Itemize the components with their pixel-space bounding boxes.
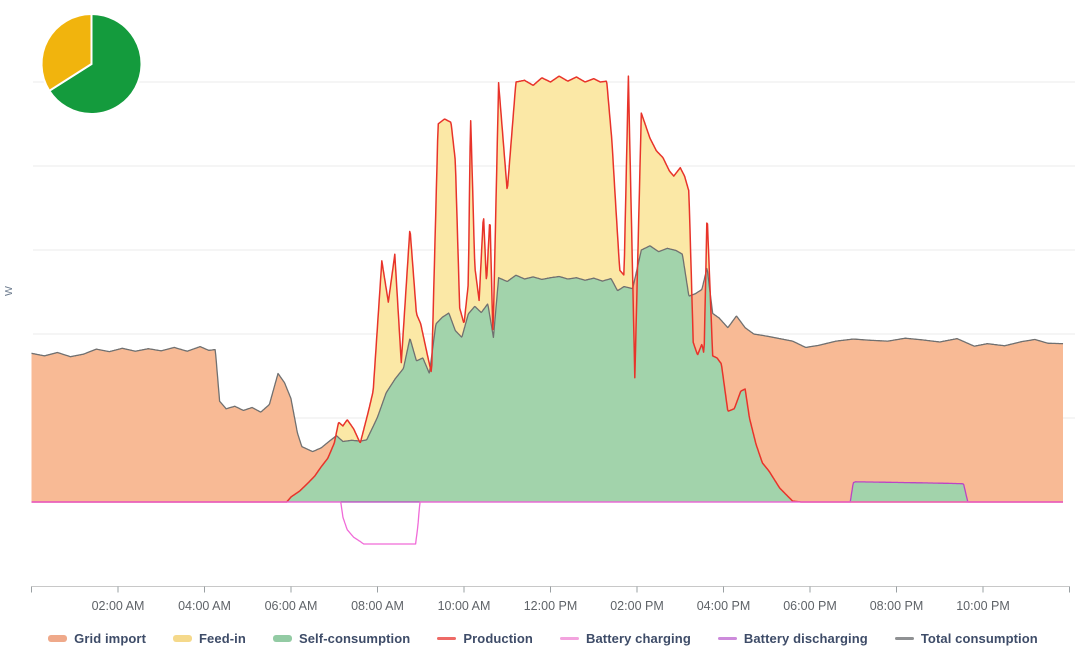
x-tick-label: 12:00 PM: [524, 599, 578, 613]
legend-swatch-area: [272, 635, 292, 642]
battery-charging-line: [31, 501, 1064, 545]
x-tick-label: 08:00 AM: [351, 599, 404, 613]
legend-label: Total consumption: [920, 631, 1038, 646]
legend-item-battery-charging[interactable]: Battery charging: [559, 631, 691, 646]
legend-label: Grid import: [74, 631, 147, 646]
total-consumption-line: [31, 245, 1064, 453]
x-tick-label: 06:00 PM: [783, 599, 837, 613]
legend-swatch-line: [559, 637, 579, 640]
legend-item-feed-in[interactable]: Feed-in: [173, 631, 246, 646]
x-tick-label: 08:00 PM: [870, 599, 924, 613]
x-tick-label: 06:00 AM: [265, 599, 318, 613]
pie-slice-yellow[interactable]: [40, 12, 93, 93]
x-tick-label: 10:00 PM: [956, 599, 1010, 613]
legend-item-production[interactable]: Production: [437, 631, 533, 646]
x-tick-label: 04:00 AM: [178, 599, 231, 613]
self-consumption-area: [31, 245, 1063, 502]
legend-label: Battery charging: [585, 631, 691, 646]
x-tick-label: 02:00 AM: [92, 599, 145, 613]
x-tick-label: 04:00 PM: [697, 599, 751, 613]
y-axis-label: W: [3, 286, 15, 296]
x-tick-label: 02:00 PM: [610, 599, 664, 613]
legend-swatch-area: [48, 635, 68, 642]
legend-swatch-line: [894, 637, 914, 640]
chart-legend: Grid import Feed-in Self-consumption Produc…: [0, 631, 1086, 646]
legend-item-battery-discharging[interactable]: Battery discharging: [717, 631, 868, 646]
legend-label: Self-consumption: [298, 631, 411, 646]
legend-swatch-line: [437, 637, 457, 640]
legend-label: Feed-in: [199, 631, 246, 646]
legend-swatch-line: [717, 637, 737, 640]
x-tick-label: 10:00 AM: [438, 599, 491, 613]
legend-item-self-consumption[interactable]: Self-consumption: [272, 631, 411, 646]
legend-item-total-consumption[interactable]: Total consumption: [894, 631, 1038, 646]
legend-item-grid-import[interactable]: Grid import: [48, 631, 146, 646]
pie-slice-green[interactable]: [47, 12, 143, 115]
legend-label: Battery discharging: [743, 631, 868, 646]
energy-share-pie: [40, 12, 143, 115]
legend-label: Production: [463, 631, 533, 646]
legend-swatch-area: [173, 635, 193, 642]
